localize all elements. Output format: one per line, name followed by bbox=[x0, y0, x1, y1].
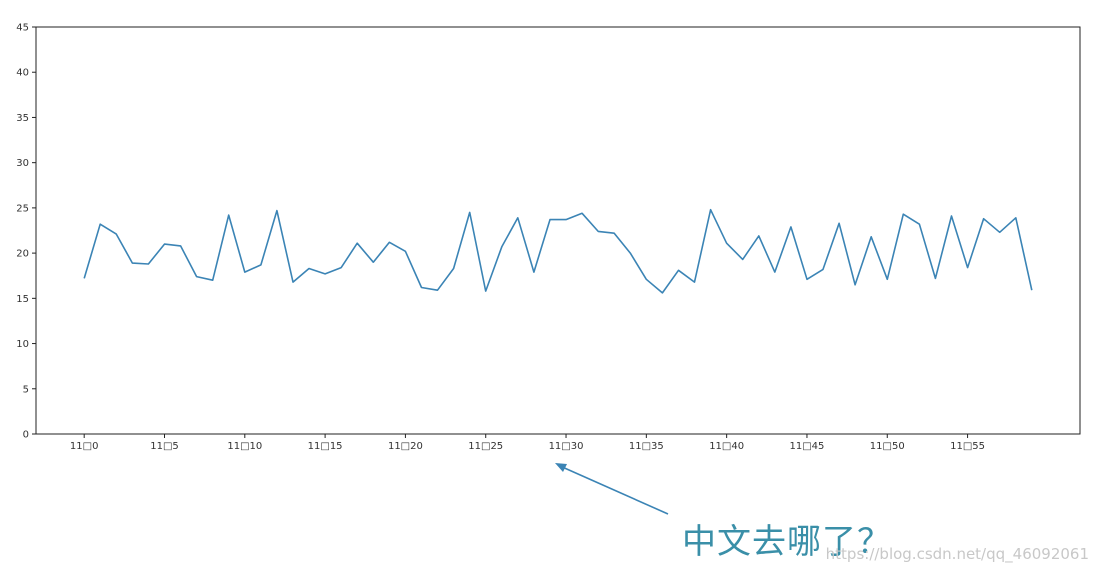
data-point bbox=[580, 211, 585, 216]
y-axis: 0 5 10 15 20 25 30 35 40 45 bbox=[16, 23, 36, 441]
y-tick-label: 40 bbox=[16, 68, 29, 79]
data-point bbox=[258, 262, 263, 267]
x-tick-label: 11□55 bbox=[950, 441, 985, 452]
data-point bbox=[499, 244, 504, 249]
x-tick-label: 11□45 bbox=[790, 441, 825, 452]
y-tick-label: 45 bbox=[16, 23, 29, 34]
data-point bbox=[804, 277, 809, 282]
data-point bbox=[692, 280, 697, 285]
data-point bbox=[226, 213, 231, 218]
y-tick-label: 0 bbox=[23, 430, 29, 441]
data-point bbox=[772, 270, 777, 275]
data-point bbox=[515, 215, 520, 220]
y-tick-label: 35 bbox=[16, 113, 29, 124]
data-point bbox=[564, 217, 569, 222]
data-point bbox=[323, 271, 328, 276]
data-point bbox=[853, 282, 858, 287]
data-point bbox=[740, 257, 745, 262]
data-point bbox=[981, 216, 986, 221]
plot-frame bbox=[35, 26, 1081, 435]
data-point bbox=[628, 251, 633, 256]
data-point bbox=[114, 232, 119, 237]
arrow-head-icon bbox=[555, 463, 567, 472]
data-point bbox=[467, 210, 472, 215]
data-point bbox=[290, 280, 295, 285]
data-point bbox=[1029, 288, 1034, 293]
data-point bbox=[660, 290, 665, 295]
data-point bbox=[949, 214, 954, 219]
data-point bbox=[387, 240, 392, 245]
data-point bbox=[451, 266, 456, 271]
data-point bbox=[1013, 215, 1018, 220]
data-point bbox=[130, 261, 135, 266]
data-point bbox=[869, 234, 874, 239]
data-point bbox=[178, 243, 183, 248]
y-tick-label: 10 bbox=[16, 339, 29, 350]
data-point bbox=[821, 267, 826, 272]
data-point bbox=[483, 289, 488, 294]
data-point bbox=[98, 222, 103, 227]
data-point bbox=[82, 276, 87, 281]
data-point bbox=[194, 274, 199, 279]
data-point bbox=[708, 207, 713, 212]
annotation: 中文去哪了？ bbox=[555, 463, 892, 562]
data-point bbox=[837, 221, 842, 226]
x-tick-label: 11□20 bbox=[388, 441, 423, 452]
data-point bbox=[933, 276, 938, 281]
annotation-text: 中文去哪了？ bbox=[682, 522, 892, 562]
data-point bbox=[612, 231, 617, 236]
data-point bbox=[403, 249, 408, 254]
x-tick-label: 11□35 bbox=[629, 441, 664, 452]
annotation-arrow bbox=[559, 465, 669, 515]
x-axis: 11□0 11□5 11□10 11□15 11□20 11□25 11□30 11□35 11… bbox=[70, 434, 985, 452]
data-point bbox=[724, 241, 729, 246]
data-point bbox=[788, 224, 793, 229]
data-point bbox=[419, 285, 424, 290]
data-point bbox=[596, 229, 601, 234]
x-tick-label: 11□25 bbox=[468, 441, 503, 452]
data-point bbox=[210, 278, 215, 283]
y-tick-label: 25 bbox=[16, 203, 29, 214]
data-point bbox=[371, 260, 376, 265]
y-tick-label: 5 bbox=[23, 384, 29, 395]
data-point bbox=[307, 266, 312, 271]
data-point bbox=[242, 270, 247, 275]
y-tick-label: 30 bbox=[16, 158, 29, 169]
data-point bbox=[756, 233, 761, 238]
x-tick-label: 11□0 bbox=[70, 441, 99, 452]
data-point bbox=[355, 241, 360, 246]
data-point bbox=[676, 268, 681, 273]
y-tick-label: 20 bbox=[16, 249, 29, 260]
y-tick-label: 15 bbox=[16, 294, 29, 305]
data-point bbox=[885, 277, 890, 282]
data-point bbox=[339, 265, 344, 270]
data-point bbox=[997, 230, 1002, 235]
data-point bbox=[965, 265, 970, 270]
data-point bbox=[917, 222, 922, 227]
data-point bbox=[274, 208, 279, 213]
data-point bbox=[547, 217, 552, 222]
data-point bbox=[435, 288, 440, 293]
x-tick-label: 11□15 bbox=[308, 441, 343, 452]
data-point bbox=[162, 242, 167, 247]
watermark: https://blog.csdn.net/qq_46092061 bbox=[826, 545, 1089, 564]
data-point bbox=[644, 277, 649, 282]
data-point bbox=[901, 212, 906, 217]
x-tick-label: 11□50 bbox=[870, 441, 905, 452]
data-point bbox=[146, 261, 151, 266]
x-tick-label: 11□5 bbox=[150, 441, 179, 452]
x-tick-label: 11□30 bbox=[549, 441, 584, 452]
series-line bbox=[83, 208, 1033, 294]
data-point bbox=[531, 270, 536, 275]
x-tick-label: 11□40 bbox=[709, 441, 744, 452]
x-tick-label: 11□10 bbox=[227, 441, 262, 452]
series-layer bbox=[82, 207, 1034, 295]
